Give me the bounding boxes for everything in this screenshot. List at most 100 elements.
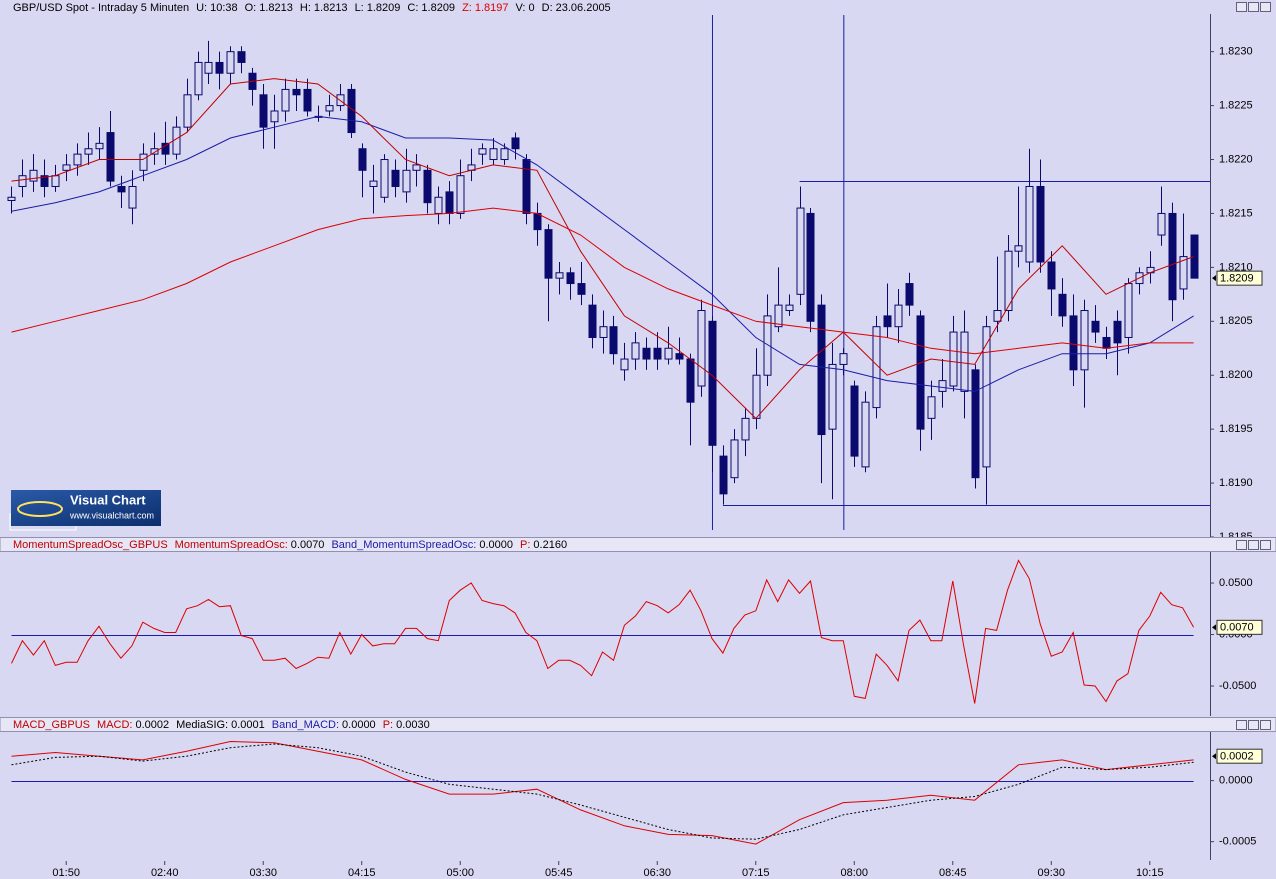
y-tick-label: -0.0005 [1219,836,1256,848]
candle-body [1047,261,1056,290]
panel: 1.81851.81901.81951.82001.82051.82101.82… [7,14,1263,537]
candle-body [29,169,38,182]
candle-body [478,148,487,155]
header-value: 23.06.2005 [555,2,611,14]
minimize-button[interactable] [1236,2,1247,12]
candle-body [566,272,575,285]
y-tick-label: 1.8195 [1219,423,1253,435]
y-tick-label: 1.8190 [1219,477,1253,489]
x-tick-label: 08:00 [841,867,869,879]
candle-body [752,374,761,419]
candle-body [380,159,389,198]
header-item: GBP/USD Spot - Intraday 5 Minuten [13,2,189,14]
x-tick-label: 04:15 [348,867,376,879]
candle-body [489,148,498,161]
x-tick-label: 05:00 [446,867,474,879]
header-value: 0.0000 [479,539,514,551]
candle-body [259,94,268,128]
last-value-box [1216,270,1263,286]
close-button[interactable] [1260,720,1271,730]
header-label: Band_MomentumSpreadOsc: [331,539,477,551]
header-value: 0.0030 [396,719,430,731]
candle-body [150,148,159,155]
candle-body [730,439,739,479]
logo-title: Visual Chart [70,492,146,507]
candle-body [894,304,903,328]
minimize-button[interactable] [1236,720,1247,730]
maximize-button[interactable] [1248,720,1259,730]
candle-body [971,369,980,479]
candle-body [850,385,859,457]
x-tick-label: 03:30 [249,867,277,879]
candle-body [281,88,290,112]
logo: Visual Chart www.visualchart.com [9,490,161,531]
header-item: MomentumSpreadOsc: 0.0070 [175,539,325,551]
header-label: C: [407,2,419,14]
indicator-line [11,559,1195,704]
header-label: P: [382,719,394,731]
y-tick-label: 1.8225 [1219,100,1253,112]
candle-body [588,304,597,338]
panel-header: GBP/USD Spot - Intraday 5 Minuten U: 10:38… [13,1,618,15]
last-value-label: 0.0002 [1220,751,1254,763]
header-item: L: 1.8209 [355,2,401,14]
candle-body [445,191,454,214]
x-tick-label: 05:45 [545,867,573,879]
candle-body [839,353,848,365]
candle-body [500,148,509,161]
y-tick-label: 1.8215 [1219,207,1253,219]
header-label: L: [354,2,364,14]
header-item: MACD: 0.0002 [97,719,169,731]
close-button[interactable] [1260,540,1271,550]
candle-body [18,175,27,187]
last-value-box [1216,748,1263,764]
candle-body [949,331,958,387]
candle-body [938,380,947,392]
candle-body [139,153,148,171]
header-item: MACD_GBPUS [13,719,90,731]
candle-body [391,169,400,187]
header-label: MomentumSpreadOsc_GBPUS [13,539,168,551]
candle-body [402,169,411,193]
y-tick-label: 1.8200 [1219,369,1253,381]
header-value: 0.0070 [290,539,325,551]
candle-body [456,175,465,214]
candle-body [883,315,892,328]
header-value: 0 [528,2,535,14]
header-item: Z: 1.8197 [462,2,508,14]
header-value: 0.0001 [231,719,265,731]
maximize-button[interactable] [1248,540,1259,550]
candle-body [686,358,695,403]
minimize-button[interactable] [1236,540,1247,550]
y-tick-label: 1.8220 [1219,153,1253,165]
maximize-button[interactable] [1248,2,1259,12]
candle-body [292,88,301,96]
candle-body [796,207,805,295]
candle-body [872,326,881,409]
candle-body [599,326,608,338]
header-value: 0.2160 [533,539,568,551]
candle-body [741,417,750,441]
header-label: Z: [462,2,472,14]
candle-body [358,148,367,171]
logo-box [11,490,161,526]
indicator-line [11,207,1194,355]
header-item: Band_MomentumSpreadOsc: 0.0000 [331,539,513,551]
header-value: 1.8209 [421,2,456,14]
candle-body [215,61,224,74]
panel: -0.0005 0.0000 0.0002 01:50 02:40 03:30 04:15 0… [0,717,1276,879]
candle-body [1080,310,1089,371]
candle-body [226,51,235,74]
header-label: GBP/USD Spot - Intraday 5 Minuten [13,2,190,14]
candle-body [631,342,640,360]
window-buttons[interactable] [1236,2,1271,730]
candle-body [763,315,772,376]
candle-body [719,455,728,495]
last-value-arrow [1212,624,1216,631]
header-item: O: 1.8213 [245,2,293,14]
header-item: D: 23.06.2005 [542,2,611,14]
candle-body [664,347,673,360]
panel-header-bar [0,717,1276,732]
candle-body [1069,315,1078,371]
close-button[interactable] [1260,2,1271,12]
